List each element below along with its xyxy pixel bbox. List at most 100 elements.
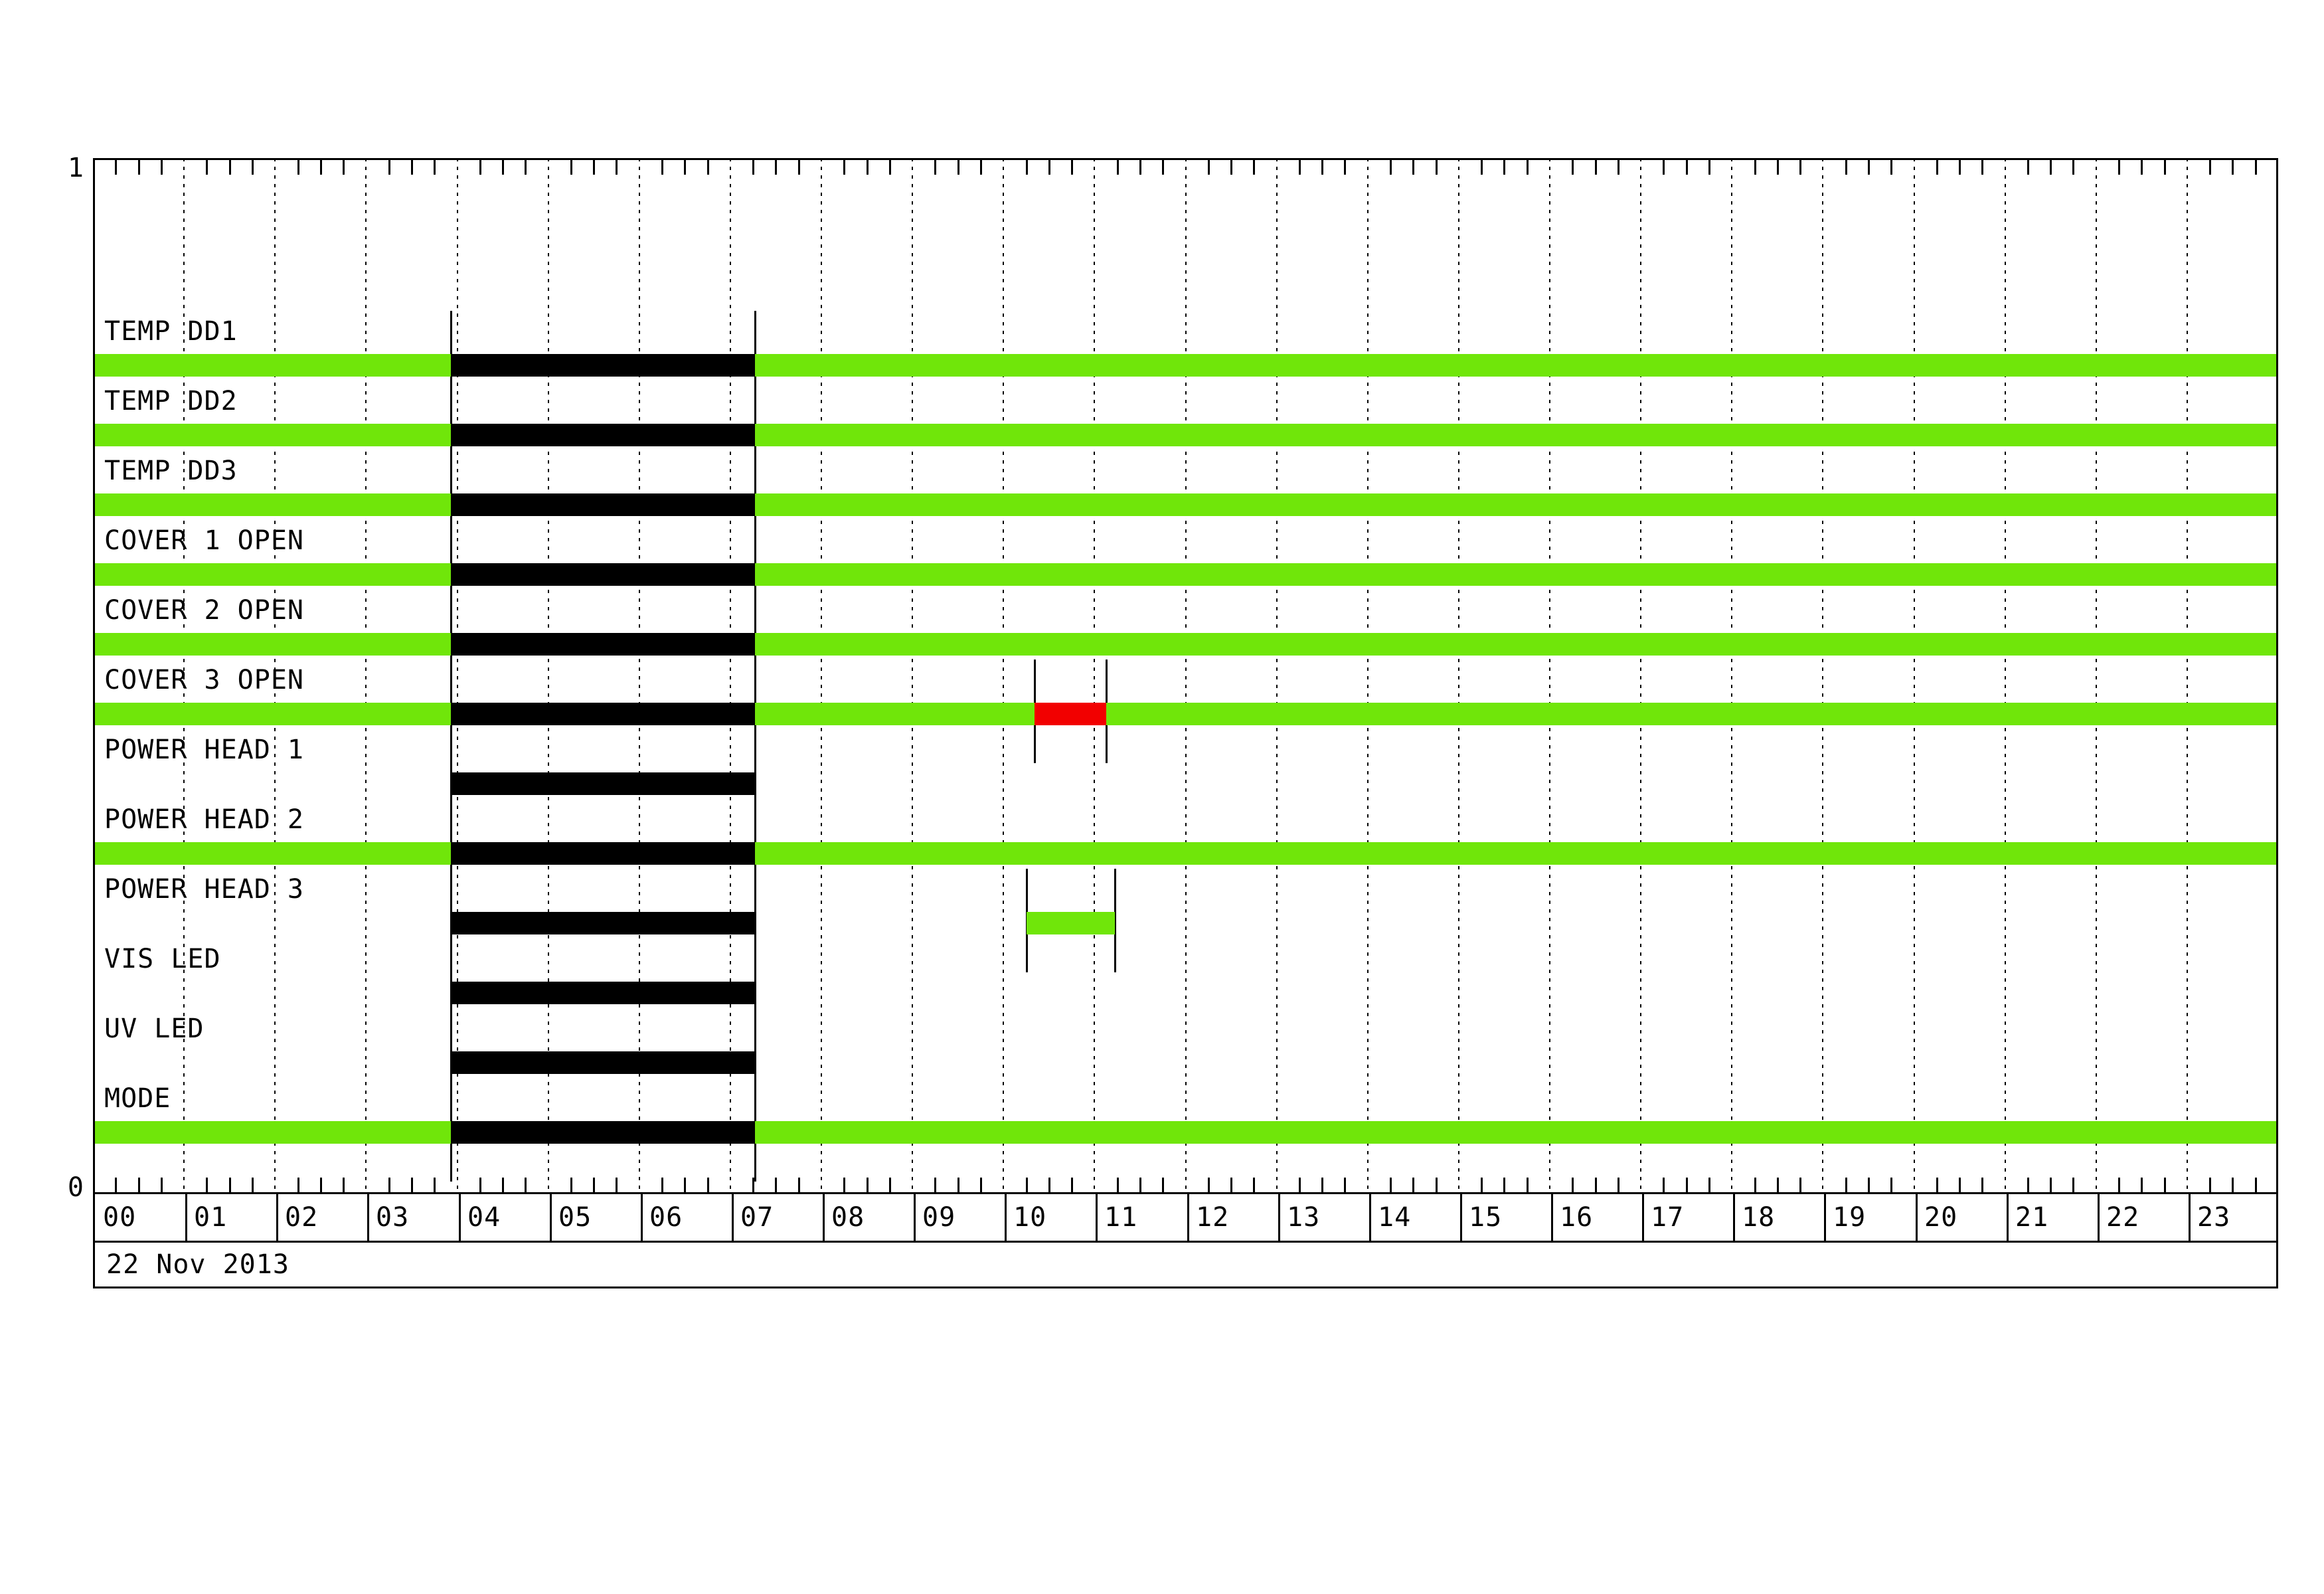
- quarter-hour-tick-top: [2255, 158, 2257, 175]
- quarter-hour-tick-bottom: [1412, 1178, 1414, 1194]
- event-boundary-line: [1114, 869, 1116, 972]
- bar-segment-green: [93, 354, 451, 377]
- hour-gridline: [639, 158, 640, 1194]
- hour-label: 06: [649, 1202, 683, 1233]
- quarter-hour-tick-top: [2209, 158, 2211, 175]
- event-boundary-line: [754, 938, 756, 1042]
- hour-label: 08: [831, 1202, 865, 1233]
- quarter-hour-tick-top: [2027, 158, 2029, 175]
- bar-segment-green: [754, 1121, 2278, 1144]
- hour-separator: [914, 1194, 916, 1241]
- quarter-hour-tick-bottom: [1048, 1178, 1050, 1194]
- quarter-hour-tick-bottom: [1139, 1178, 1141, 1194]
- hour-separator: [1733, 1194, 1735, 1241]
- hour-separator: [1460, 1194, 1462, 1241]
- row-label-temp-dd1: TEMP DD1: [104, 316, 238, 347]
- quarter-hour-tick-top: [1117, 158, 1119, 175]
- quarter-hour-tick-top: [343, 158, 345, 175]
- quarter-hour-tick-top: [2141, 158, 2143, 175]
- hour-label: 16: [1560, 1202, 1594, 1233]
- quarter-hour-tick-top: [1344, 158, 1346, 175]
- hour-separator: [185, 1194, 187, 1241]
- row-label-power-head-2: POWER HEAD 2: [104, 804, 304, 835]
- quarter-hour-tick-bottom: [1026, 1178, 1028, 1194]
- hour-separator: [276, 1194, 278, 1241]
- quarter-hour-tick-bottom: [1344, 1178, 1346, 1194]
- hour-label: 07: [740, 1202, 774, 1233]
- y-axis-max-label: 1: [67, 153, 84, 183]
- bar-segment-black: [450, 772, 755, 795]
- quarter-hour-tick-bottom: [2050, 1178, 2052, 1194]
- quarter-hour-tick-bottom: [980, 1178, 982, 1194]
- quarter-hour-tick-bottom: [138, 1178, 140, 1194]
- row-label-vis-led: VIS LED: [104, 944, 221, 974]
- quarter-hour-tick-top: [2072, 158, 2074, 175]
- hour-gridline: [183, 158, 185, 1194]
- quarter-hour-tick-top: [479, 158, 481, 175]
- quarter-hour-tick-bottom: [525, 1178, 527, 1194]
- quarter-hour-tick-bottom: [957, 1178, 959, 1194]
- quarter-hour-tick-top: [593, 158, 595, 175]
- hour-separator: [1096, 1194, 1098, 1241]
- quarter-hour-tick-top: [1890, 158, 1892, 175]
- quarter-hour-tick-top: [1618, 158, 1619, 175]
- hour-gridline: [2096, 158, 2097, 1194]
- quarter-hour-tick-bottom: [1230, 1178, 1232, 1194]
- quarter-hour-tick-bottom: [1708, 1178, 1710, 1194]
- quarter-hour-tick-bottom: [1572, 1178, 1574, 1194]
- hour-gridline: [912, 158, 913, 1194]
- quarter-hour-tick-bottom: [1618, 1178, 1619, 1194]
- quarter-hour-tick-bottom: [616, 1178, 618, 1194]
- hour-label: 09: [922, 1202, 956, 1233]
- quarter-hour-tick-bottom: [252, 1178, 254, 1194]
- quarter-hour-tick-top: [843, 158, 845, 175]
- quarter-hour-tick-top: [1139, 158, 1141, 175]
- hour-gridline: [1185, 158, 1187, 1194]
- quarter-hour-tick-top: [1026, 158, 1028, 175]
- hour-gridline: [1367, 158, 1369, 1194]
- quarter-hour-tick-bottom: [1981, 1178, 1983, 1194]
- quarter-hour-tick-top: [957, 158, 959, 175]
- plot-area: TEMP DD1 TEMP DD2 TEMP DD3 COVER 1 OPEN COVE…: [93, 158, 2278, 1194]
- quarter-hour-tick-top: [1686, 158, 1688, 175]
- bar-segment-green: [93, 563, 451, 586]
- quarter-hour-tick-top: [1048, 158, 1050, 175]
- hour-separator: [1916, 1194, 1918, 1241]
- hour-separator: [732, 1194, 734, 1241]
- hour-gridline: [1458, 158, 1459, 1194]
- quarter-hour-tick-bottom: [1686, 1178, 1688, 1194]
- quarter-hour-tick-bottom: [2027, 1178, 2029, 1194]
- hour-gridline: [457, 158, 458, 1194]
- quarter-hour-tick-top: [1071, 158, 1073, 175]
- quarter-hour-tick-bottom: [1117, 1178, 1119, 1194]
- quarter-hour-tick-bottom: [1481, 1178, 1483, 1194]
- quarter-hour-tick-bottom: [1503, 1178, 1505, 1194]
- quarter-hour-tick-bottom: [2072, 1178, 2074, 1194]
- hour-gridline: [730, 158, 731, 1194]
- quarter-hour-tick-bottom: [2118, 1178, 2120, 1194]
- row-label-power-head-1: POWER HEAD 1: [104, 735, 304, 765]
- quarter-hour-tick-bottom: [843, 1178, 845, 1194]
- quarter-hour-tick-bottom: [206, 1178, 208, 1194]
- y-axis-min-label: 0: [67, 1172, 84, 1203]
- quarter-hour-tick-bottom: [1390, 1178, 1392, 1194]
- quarter-hour-tick-top: [889, 158, 891, 175]
- hour-gridline: [1822, 158, 1823, 1194]
- quarter-hour-tick-bottom: [1845, 1178, 1847, 1194]
- hour-gridline: [1640, 158, 1641, 1194]
- quarter-hour-tick-top: [525, 158, 527, 175]
- quarter-hour-tick-bottom: [1663, 1178, 1665, 1194]
- bar-segment-black: [450, 912, 755, 934]
- hour-gridline: [548, 158, 549, 1194]
- hour-label: 15: [1469, 1202, 1503, 1233]
- quarter-hour-tick-bottom: [661, 1178, 663, 1194]
- quarter-hour-tick-top: [411, 158, 413, 175]
- quarter-hour-tick-bottom: [1527, 1178, 1529, 1194]
- bar-segment-black: [450, 842, 755, 865]
- hour-label: 03: [376, 1202, 410, 1233]
- hour-label: 18: [1742, 1202, 1776, 1233]
- quarter-hour-tick-bottom: [1253, 1178, 1255, 1194]
- hour-label: 04: [467, 1202, 501, 1233]
- hour-separator: [1642, 1194, 1644, 1241]
